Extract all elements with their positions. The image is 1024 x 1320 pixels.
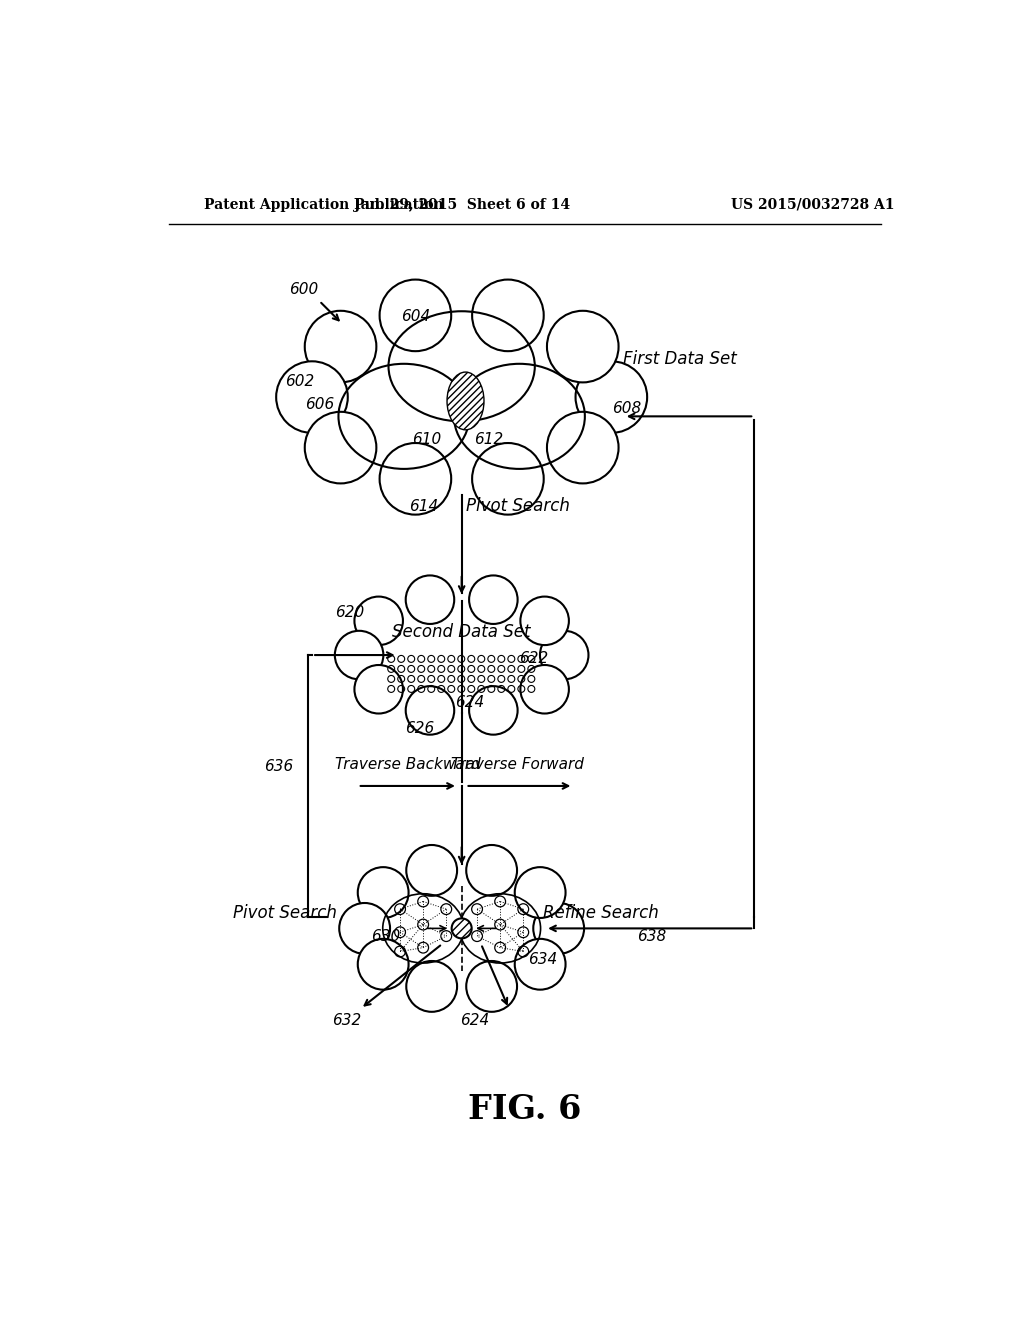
Text: 600: 600: [289, 281, 318, 297]
Circle shape: [354, 597, 402, 645]
Text: 614: 614: [409, 499, 438, 513]
Circle shape: [354, 665, 402, 714]
Circle shape: [407, 961, 457, 1012]
Ellipse shape: [337, 338, 587, 457]
Circle shape: [305, 310, 377, 383]
Text: Traverse Backward: Traverse Backward: [335, 758, 480, 772]
Text: 638: 638: [637, 928, 666, 944]
Circle shape: [547, 310, 618, 383]
Circle shape: [520, 597, 569, 645]
Text: First Data Set: First Data Set: [624, 350, 737, 367]
Circle shape: [540, 631, 589, 680]
Circle shape: [469, 686, 517, 735]
Text: 636: 636: [263, 759, 293, 775]
Circle shape: [466, 845, 517, 896]
Circle shape: [406, 686, 455, 735]
Circle shape: [575, 362, 647, 433]
Text: 622: 622: [519, 651, 549, 667]
Circle shape: [339, 903, 390, 954]
Circle shape: [472, 280, 544, 351]
Text: Patent Application Publication: Patent Application Publication: [204, 198, 443, 211]
Text: 612: 612: [474, 432, 503, 447]
Circle shape: [472, 444, 544, 515]
Circle shape: [534, 903, 584, 954]
Text: 626: 626: [404, 721, 434, 737]
Circle shape: [520, 665, 569, 714]
Circle shape: [515, 939, 565, 990]
Circle shape: [407, 845, 457, 896]
Text: 608: 608: [611, 401, 641, 416]
Circle shape: [452, 919, 472, 939]
Circle shape: [357, 867, 409, 917]
Circle shape: [547, 412, 618, 483]
Circle shape: [466, 961, 517, 1012]
Ellipse shape: [381, 886, 543, 970]
Text: 624: 624: [455, 696, 484, 710]
Text: Pivot Search: Pivot Search: [466, 498, 569, 515]
Circle shape: [406, 576, 455, 624]
Circle shape: [380, 444, 452, 515]
Text: 604: 604: [400, 309, 430, 323]
Text: 632: 632: [333, 1012, 361, 1028]
Circle shape: [305, 412, 377, 483]
Text: Second Data Set: Second Data Set: [392, 623, 530, 642]
Circle shape: [357, 939, 409, 990]
Text: 620: 620: [336, 605, 365, 620]
Circle shape: [469, 576, 517, 624]
Ellipse shape: [447, 372, 484, 430]
Text: Jan. 29, 2015  Sheet 6 of 14: Jan. 29, 2015 Sheet 6 of 14: [353, 198, 569, 211]
Text: 630: 630: [371, 928, 400, 944]
Text: 602: 602: [286, 374, 314, 389]
Text: Pivot Search: Pivot Search: [232, 904, 337, 921]
Text: 610: 610: [413, 432, 441, 447]
Circle shape: [515, 867, 565, 917]
Text: Refine Search: Refine Search: [543, 904, 658, 921]
Text: US 2015/0032728 A1: US 2015/0032728 A1: [731, 198, 895, 211]
Text: Traverse Forward: Traverse Forward: [451, 758, 584, 772]
Circle shape: [335, 631, 383, 680]
Text: 634: 634: [528, 952, 557, 966]
Text: 624: 624: [461, 1012, 489, 1028]
Text: FIG. 6: FIG. 6: [468, 1093, 582, 1126]
Text: 606: 606: [304, 397, 334, 412]
Ellipse shape: [376, 615, 547, 696]
Circle shape: [276, 362, 348, 433]
Circle shape: [380, 280, 452, 351]
